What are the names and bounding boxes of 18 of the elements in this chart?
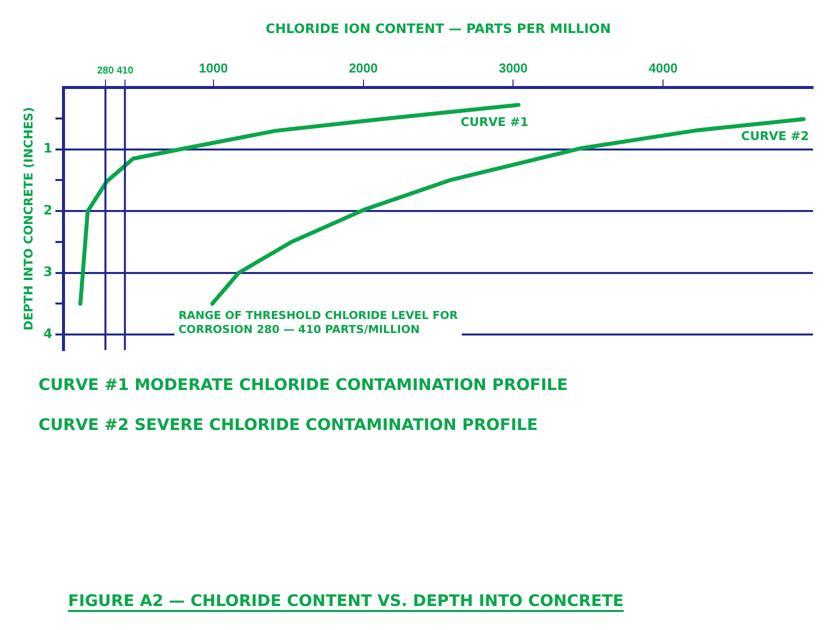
y-tick-label: 3 bbox=[43, 265, 52, 280]
text: FIGURE A2 — CHLORIDE CONTENT VS. DEPTH INTO CONCRETE bbox=[68, 591, 624, 610]
series-label: CURVE #1 bbox=[460, 115, 528, 130]
x-tick-label: 280 bbox=[97, 65, 114, 76]
annotation: RANGE OF THRESHOLD CHLORIDE LEVEL FOR CORROSION 280 — 410 PARTS/MILLION bbox=[178, 309, 458, 336]
series-label: CURVE #2 bbox=[741, 129, 809, 144]
y-tick-label: 4 bbox=[43, 326, 52, 342]
text: CURVE #2 SEVERE CHLORIDE CONTAMINATION PROFILE bbox=[38, 415, 538, 434]
y-axis-title: DEPTH INTO CONCRETE (INCHES) bbox=[21, 107, 36, 331]
x-tick-label: 3000 bbox=[498, 60, 528, 76]
x-tick-label: 4000 bbox=[648, 60, 678, 76]
text: CURVE #1 MODERATE CHLORIDE CONTAMINATION PROFILE bbox=[38, 375, 568, 394]
y-tick-label: 2 bbox=[43, 203, 52, 218]
y-tick-label: 1 bbox=[43, 142, 52, 157]
x-tick-label: 1000 bbox=[198, 60, 228, 76]
x-tick-label: 2000 bbox=[348, 60, 378, 76]
x-axis-title: CHLORIDE ION CONTENT — PARTS PER MILLION bbox=[266, 22, 611, 38]
x-tick-label: 410 bbox=[116, 65, 134, 76]
